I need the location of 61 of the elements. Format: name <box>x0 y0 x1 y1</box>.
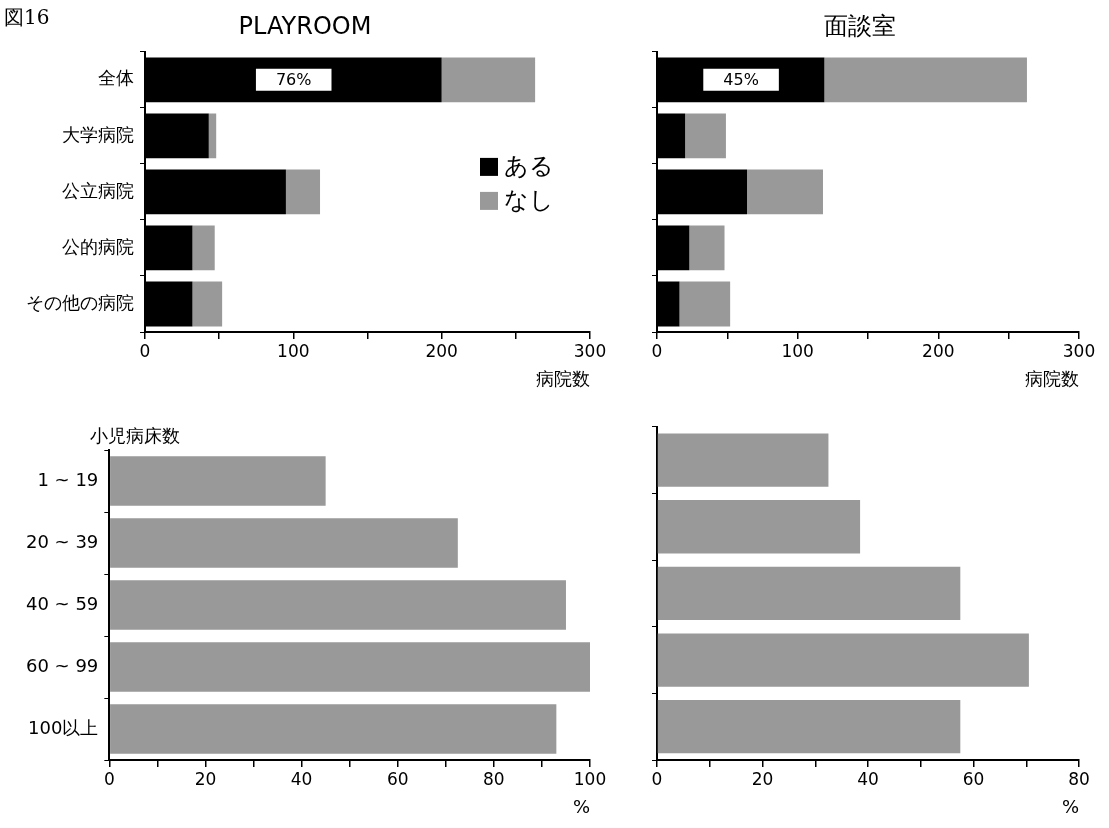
x-tick-label: 0 <box>103 768 115 789</box>
bar <box>747 169 823 215</box>
x-axis-title: 病院数 <box>1025 367 1079 389</box>
x-tick-label: 100 <box>781 340 814 361</box>
x-tick-label: 40 <box>857 768 879 789</box>
x-axis-title: % <box>572 795 590 817</box>
y-tick-label: 公立病院 <box>62 179 134 201</box>
y-tick-label: 全体 <box>98 67 134 89</box>
y-tick-label: 1 ~ 19 <box>37 468 99 490</box>
annotation: 45% <box>723 69 759 89</box>
x-tick-label: 60 <box>386 768 409 789</box>
x-tick-label: 0 <box>139 340 151 361</box>
bar <box>657 700 961 754</box>
bar <box>192 281 223 327</box>
chart-title: PLAYROOM <box>238 11 372 40</box>
bar <box>679 281 731 327</box>
bar <box>208 113 217 159</box>
bar <box>689 225 725 271</box>
x-tick-label: 60 <box>962 768 985 789</box>
bar <box>285 169 321 215</box>
bar <box>110 704 557 754</box>
annotation: 76% <box>275 69 312 89</box>
y-tick-label: その他の病院 <box>26 291 134 313</box>
x-tick-label: 300 <box>573 340 607 361</box>
x-tick-label: 0 <box>651 768 663 789</box>
y-tick-label: 大学病院 <box>62 123 134 145</box>
caption: 図16 <box>4 4 50 31</box>
x-tick-label: 200 <box>425 340 458 361</box>
bar <box>657 566 961 621</box>
legend-label: なし <box>504 186 554 215</box>
bar <box>110 642 590 692</box>
bar <box>110 580 566 630</box>
chart-title: 面談室 <box>823 11 896 40</box>
bar <box>192 225 215 271</box>
y-axis-title: 小児病床数 <box>90 424 180 446</box>
x-tick-label: 80 <box>1068 768 1090 789</box>
bar <box>657 433 829 487</box>
x-axis-title: % <box>1061 795 1079 817</box>
bar <box>657 500 861 554</box>
bar <box>110 518 458 568</box>
x-axis-title: 病院数 <box>536 367 590 389</box>
x-tick-label: 0 <box>651 340 663 361</box>
legend-label: ある <box>504 152 554 181</box>
x-tick-label: 200 <box>922 340 955 361</box>
x-tick-label: 100 <box>277 340 310 361</box>
x-tick-label: 20 <box>751 768 774 789</box>
bar <box>824 57 1027 103</box>
y-tick-label: 100以上 <box>27 716 99 738</box>
y-tick-label: 60 ~ 99 <box>25 654 99 676</box>
x-tick-label: 100 <box>573 768 607 789</box>
x-tick-label: 300 <box>1062 340 1096 361</box>
y-tick-label: 公的病院 <box>62 235 134 257</box>
bar <box>441 57 536 103</box>
bar <box>657 633 1029 687</box>
bar <box>685 113 726 159</box>
x-tick-label: 80 <box>483 768 505 789</box>
y-tick-label: 40 ~ 59 <box>25 592 99 614</box>
y-tick-label: 20 ~ 39 <box>25 530 99 552</box>
x-tick-label: 20 <box>194 768 217 789</box>
x-tick-label: 40 <box>290 768 313 789</box>
bar <box>110 456 326 506</box>
